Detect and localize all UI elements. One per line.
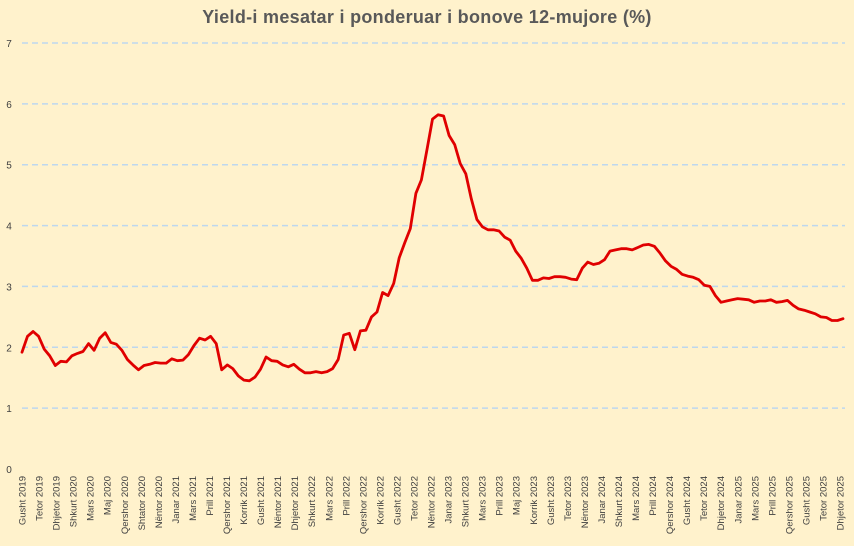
x-tick-label: Nëntor 2023 (580, 476, 591, 528)
x-tick-label: Janar 2021 (171, 476, 182, 524)
x-tick-label: Mars 2025 (750, 476, 761, 521)
x-tick-label: Shkurt 2020 (69, 476, 80, 527)
x-tick-label: Dhjetor 2019 (52, 476, 63, 530)
x-tick-label: Qershor 2021 (222, 476, 233, 534)
x-tick-label: Tetor 2019 (35, 476, 46, 521)
x-tick-label: Gusht 2019 (18, 476, 29, 525)
x-tick-label: Maj 2023 (512, 476, 523, 515)
y-tick-label: 6 (6, 100, 12, 111)
y-tick-label: 7 (6, 39, 12, 50)
x-tick-label: Shkurt 2024 (614, 476, 625, 527)
x-tick-label: Mars 2021 (188, 476, 199, 521)
x-tick-label: Nëntor 2022 (427, 476, 438, 528)
x-tick-label: Mars 2020 (86, 476, 97, 521)
series-line (20, 113, 845, 383)
x-tick-label: Qershor 2024 (665, 476, 676, 534)
x-tick-label: Janar 2024 (597, 476, 608, 524)
x-tick-label: Korrik 2021 (239, 476, 250, 525)
x-tick-label: Gusht 2024 (682, 476, 693, 525)
x-tick-label: Shtator 2020 (137, 476, 148, 530)
y-tick-label: 2 (6, 343, 12, 354)
y-tick-label: 5 (6, 161, 12, 172)
x-tick-label: Nëntor 2020 (154, 476, 165, 528)
x-tick-label: Gusht 2021 (256, 476, 267, 525)
x-tick-label: Qershor 2020 (120, 476, 131, 534)
x-tick-label: Tetor 2022 (409, 476, 420, 521)
x-tick-label: Mars 2024 (631, 476, 642, 521)
x-tick-label: Dhjetor 2021 (290, 476, 301, 530)
x-tick-label: Mars 2023 (478, 476, 489, 521)
x-tick-label: Prill 2023 (495, 476, 506, 516)
x-tick-label: Mars 2022 (324, 476, 335, 521)
y-tick-label: 3 (6, 282, 12, 293)
x-tick-label: Shkurt 2022 (307, 476, 318, 527)
chart-title: Yield-i mesatar i ponderuar i bonove 12-… (202, 7, 652, 27)
x-tick-label: Prill 2024 (648, 476, 659, 516)
x-tick-label: Gusht 2022 (392, 476, 403, 525)
x-tick-label: Korrik 2023 (529, 476, 540, 525)
y-tick-label: 0 (6, 465, 12, 476)
x-tick-label: Tetor 2024 (699, 476, 710, 521)
x-tick-label: Nëntor 2021 (273, 476, 284, 528)
x-tick-label: Prill 2025 (767, 476, 778, 516)
x-tick-label: Tetor 2025 (818, 476, 829, 521)
x-tick-label: Dhjetor 2024 (716, 476, 727, 530)
x-tick-label: Janar 2023 (444, 476, 455, 524)
x-tick-label: Maj 2020 (103, 476, 114, 515)
x-tick-label: Prill 2022 (341, 476, 352, 516)
y-tick-label: 1 (6, 404, 12, 415)
x-tick-label: Gusht 2025 (801, 476, 812, 525)
x-tick-label: Qershor 2022 (358, 476, 369, 534)
x-tick-label: Tetor 2023 (563, 476, 574, 521)
x-tick-label: Janar 2025 (733, 476, 744, 524)
y-tick-label: 4 (6, 222, 12, 233)
x-tick-label: Dhjetor 2025 (836, 476, 847, 530)
x-tick-label: Qershor 2025 (784, 476, 795, 534)
x-tick-label: Korrik 2022 (375, 476, 386, 525)
x-tick-label: Prill 2021 (205, 476, 216, 516)
x-tick-label: Gusht 2023 (546, 476, 557, 525)
x-tick-label: Shkurt 2023 (461, 476, 472, 527)
